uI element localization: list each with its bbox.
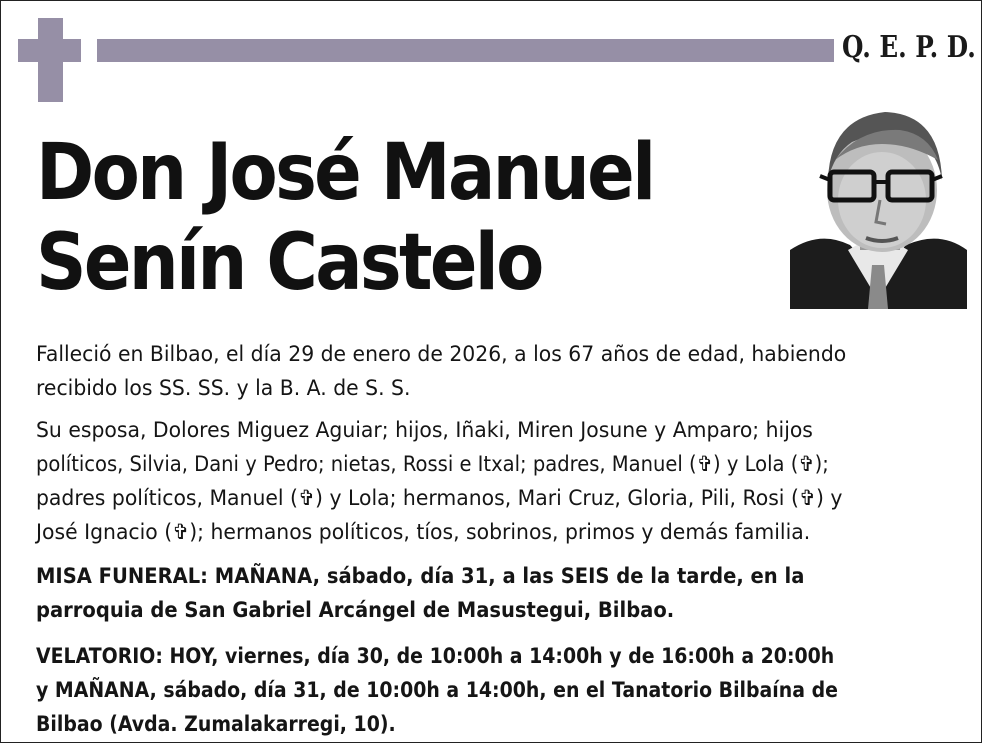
family-paragraph: Su esposa, Dolores Miguez Aguiar; hijos,…	[36, 413, 946, 549]
text-line: Bilbao (Avda. Zumalakarregi, 10).	[36, 712, 396, 736]
wake-paragraph: VELATORIO: HOY, viernes, día 30, de 10:0…	[36, 639, 946, 741]
text-line: José Ignacio (✞); hermanos políticos, tí…	[36, 520, 811, 544]
deceased-name-line1: Don José Manuel	[36, 128, 656, 218]
death-notice-paragraph: Falleció en Bilbao, el día 29 de enero d…	[36, 337, 946, 405]
text-line: VELATORIO: HOY, viernes, día 30, de 10:0…	[36, 644, 835, 668]
text-line: Su esposa, Dolores Miguez Aguiar; hijos,…	[36, 418, 813, 442]
text-line: políticos, Silvia, Dani y Pedro; nietas,…	[36, 452, 829, 476]
qepd-label: Q. E. P. D.	[842, 30, 976, 65]
text-line: padres políticos, Manuel (✞) y Lola; her…	[36, 486, 843, 510]
portrait-illustration	[790, 112, 967, 309]
header-rule	[97, 39, 834, 62]
text-line: recibido los SS. SS. y la B. A. de S. S.	[36, 376, 411, 400]
deceased-name-line2: Senín Castelo	[36, 218, 544, 308]
text-line: MISA FUNERAL: MAÑANA, sábado, día 31, a …	[36, 564, 805, 588]
cross-icon-horizontal	[18, 39, 81, 62]
text-line: parroquia de San Gabriel Arcángel de Mas…	[36, 598, 675, 622]
portrait-photo	[790, 100, 967, 309]
text-line: y MAÑANA, sábado, día 31, de 10:00h a 14…	[36, 678, 838, 702]
text-line: Falleció en Bilbao, el día 29 de enero d…	[36, 342, 847, 366]
funeral-mass-paragraph: MISA FUNERAL: MAÑANA, sábado, día 31, a …	[36, 559, 946, 627]
